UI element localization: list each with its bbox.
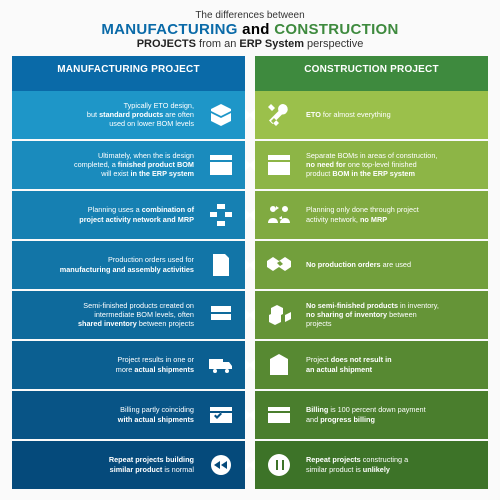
construction-row: No production orders are used xyxy=(255,241,488,289)
construction-header: CONSTRUCTION PROJECT xyxy=(255,56,488,89)
people-swap-icon xyxy=(258,194,300,236)
window-form-icon xyxy=(200,144,242,186)
construction-row: No semi-finished products in inventory,n… xyxy=(255,291,488,339)
infographic-page: The differences between MANUFACTURING an… xyxy=(0,0,500,500)
manufacturing-row: Semi-finished products created oninterme… xyxy=(12,291,245,339)
row-text: Typically ETO design,but standard produc… xyxy=(12,97,200,132)
row-text: Production orders used formanufacturing … xyxy=(12,251,200,277)
construction-rows: ETO for almost everything Separate BOMs i… xyxy=(255,91,488,491)
arrow-left-icon xyxy=(249,359,255,371)
row-text: Repeat projects constructing asimilar pr… xyxy=(300,451,488,477)
title-block: The differences between MANUFACTURING an… xyxy=(12,10,488,50)
boxes-icon xyxy=(258,294,300,336)
construction-row: Repeat projects constructing asimilar pr… xyxy=(255,441,488,489)
construction-row: Separate BOMs in areas of construction,n… xyxy=(255,141,488,189)
manufacturing-row: Billing partly coincidingwith actual shi… xyxy=(12,391,245,439)
row-text: Planning uses a combination ofproject ac… xyxy=(12,201,200,227)
arrow-left-icon xyxy=(249,259,255,271)
manufacturing-rows: Typically ETO design,but standard produc… xyxy=(12,91,245,491)
arrow-left-icon xyxy=(249,109,255,121)
title-line1: The differences between xyxy=(12,10,488,21)
handshake-icon xyxy=(258,244,300,286)
row-text: No production orders are used xyxy=(300,256,488,273)
title-line2: MANUFACTURING and CONSTRUCTION xyxy=(12,21,488,38)
construction-row: Project does not result inan actual ship… xyxy=(255,341,488,389)
arrow-left-icon xyxy=(249,459,255,471)
row-text: Planning only done through projectactivi… xyxy=(300,201,488,227)
document-chart-icon xyxy=(200,244,242,286)
row-text: Project results in one ormore actual shi… xyxy=(12,351,200,377)
row-text: Semi-finished products created oninterme… xyxy=(12,297,200,332)
row-text: Project does not result inan actual ship… xyxy=(300,351,488,377)
tools-icon xyxy=(258,94,300,136)
arrow-left-icon xyxy=(249,159,255,171)
construction-column: CONSTRUCTION PROJECT ETO for almost ever… xyxy=(255,56,488,491)
row-text: Billing is 100 percent down paymentand p… xyxy=(300,401,488,427)
row-text: Repeat projects buildingsimilar product … xyxy=(12,451,200,477)
building-icon xyxy=(258,344,300,386)
title-projects: PROJECTS xyxy=(137,38,196,50)
credit-card-icon xyxy=(258,394,300,436)
title-line3: PROJECTS from an ERP System perspective xyxy=(12,38,488,50)
title-erp: ERP System xyxy=(239,38,304,50)
row-text: Ultimately, when the is designcompleted,… xyxy=(12,147,200,182)
title-from: from an xyxy=(196,38,239,50)
row-text: Separate BOMs in areas of construction,n… xyxy=(300,147,488,182)
manufacturing-row: Planning uses a combination ofproject ac… xyxy=(12,191,245,239)
arrow-left-icon xyxy=(249,309,255,321)
arrow-left-icon xyxy=(249,209,255,221)
truck-icon xyxy=(200,344,242,386)
arrow-left-icon xyxy=(249,409,255,421)
construction-row: Billing is 100 percent down paymentand p… xyxy=(255,391,488,439)
title-perspective: perspective xyxy=(304,38,363,50)
window-form-icon xyxy=(258,144,300,186)
rewind-icon xyxy=(200,444,242,486)
pause-circle-icon xyxy=(258,444,300,486)
row-text: Billing partly coincidingwith actual shi… xyxy=(12,401,200,427)
manufacturing-row: Ultimately, when the is designcompleted,… xyxy=(12,141,245,189)
card-check-icon xyxy=(200,394,242,436)
manufacturing-row: Repeat projects buildingsimilar product … xyxy=(12,441,245,489)
columns: MANUFACTURING PROJECT Typically ETO desi… xyxy=(12,56,488,491)
construction-row: Planning only done through projectactivi… xyxy=(255,191,488,239)
box-icon xyxy=(200,94,242,136)
manufacturing-header: MANUFACTURING PROJECT xyxy=(12,56,245,89)
title-manufacturing: MANUFACTURING xyxy=(101,21,237,38)
manufacturing-row: Production orders used formanufacturing … xyxy=(12,241,245,289)
row-text: No semi-finished products in inventory,n… xyxy=(300,297,488,332)
drawer-icon xyxy=(200,294,242,336)
title-and: and xyxy=(238,21,275,38)
flowchart-icon xyxy=(200,194,242,236)
manufacturing-column: MANUFACTURING PROJECT Typically ETO desi… xyxy=(12,56,245,491)
title-construction: CONSTRUCTION xyxy=(274,21,398,38)
row-text: ETO for almost everything xyxy=(300,106,488,123)
construction-row: ETO for almost everything xyxy=(255,91,488,139)
manufacturing-row: Typically ETO design,but standard produc… xyxy=(12,91,245,139)
manufacturing-row: Project results in one ormore actual shi… xyxy=(12,341,245,389)
